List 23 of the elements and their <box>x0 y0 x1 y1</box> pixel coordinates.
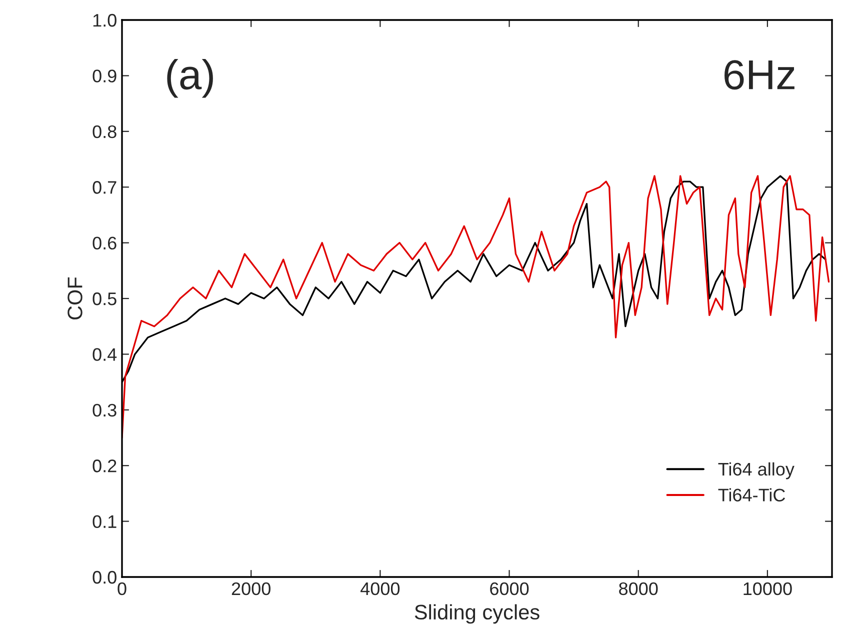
x-tick-label: 6000 <box>490 582 529 596</box>
y-tick-label: 0.8 <box>92 125 116 138</box>
x-axis-title: Sliding cycles <box>414 604 540 624</box>
y-tick-label: 0.3 <box>92 404 116 417</box>
y-tick-label: 0.5 <box>92 292 116 306</box>
x-tick-label: 0 <box>118 582 126 596</box>
annotation: (a) <box>167 58 213 98</box>
y-tick-label: 1.0 <box>93 14 116 27</box>
y-tick-label: 0.4 <box>92 348 117 361</box>
y-tick-label: 0.6 <box>92 236 116 250</box>
y-tick-label: 0.9 <box>92 70 116 82</box>
x-tick-label: 8000 <box>619 582 658 596</box>
y-tick-label: 0.1 <box>92 515 116 528</box>
annotation: 6Hz <box>724 60 794 90</box>
legend-label: Ti64-TiC <box>718 488 786 502</box>
x-tick-label: 2000 <box>232 582 270 596</box>
x-tick-label: 10000 <box>744 582 792 596</box>
legend-label: Ti64 alloy <box>718 462 794 480</box>
y-tick-label: 0.0 <box>92 570 116 584</box>
y-tick-label: 0.7 <box>92 181 116 194</box>
x-tick-label: 4000 <box>360 582 400 596</box>
y-axis-title: COF <box>68 277 82 320</box>
y-tick-label: 0.2 <box>92 460 116 472</box>
